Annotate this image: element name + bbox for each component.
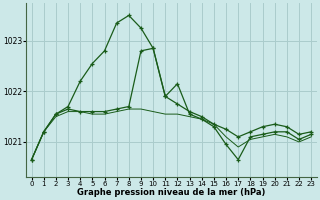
X-axis label: Graphe pression niveau de la mer (hPa): Graphe pression niveau de la mer (hPa) <box>77 188 266 197</box>
